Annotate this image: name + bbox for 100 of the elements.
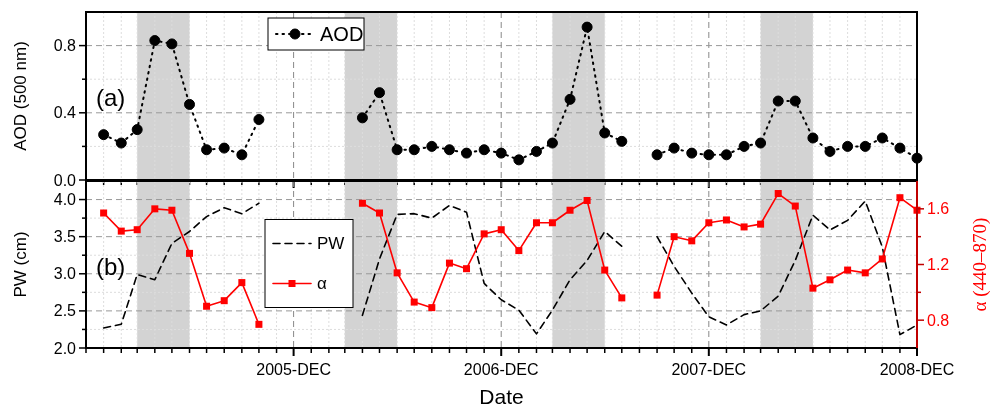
point [651,149,663,161]
point [445,259,453,267]
y-tick-label: 2.0 [53,339,77,357]
point [686,147,698,159]
annotation: (a) [96,84,126,111]
point [809,284,817,292]
y-tick-label: 3.0 [53,265,77,283]
point [238,279,246,287]
point [583,196,591,204]
point [391,144,403,156]
point [218,142,230,154]
point [115,137,127,149]
point [376,209,383,217]
annotation: (b) [96,252,126,280]
point [861,269,869,277]
point [253,114,265,126]
point [738,140,750,152]
point [581,21,593,33]
point [601,266,609,274]
point [564,93,576,105]
point [515,247,523,255]
point [807,132,819,144]
point [149,35,161,47]
point [358,199,366,207]
y2-tick-label: 1.6 [927,200,950,218]
point [757,220,765,228]
point [668,142,680,154]
x-tick-label: 2007-DEC [671,361,747,378]
point [688,237,696,245]
point [428,304,436,312]
x-tick-label: 2005-DEC [256,361,331,378]
point [201,144,213,156]
point [461,147,473,159]
point [186,249,194,257]
point [824,145,836,157]
y-tick-label: 3.5 [53,228,77,246]
point [168,206,176,214]
y2-tick-label: 0.8 [927,311,950,329]
point [532,219,540,227]
point [566,206,574,214]
point [480,230,488,238]
point [599,127,611,139]
point [720,149,732,161]
point [410,298,418,306]
point [497,226,505,234]
point [859,140,871,152]
point [100,209,108,217]
point [705,219,713,227]
point [616,135,628,147]
y2-tick-label: 1.2 [927,256,950,274]
point [530,145,542,157]
point [546,137,558,149]
y-tick-label: 0.0 [53,171,77,189]
point [789,95,801,107]
point [408,144,420,156]
point [426,140,438,152]
point [443,144,455,156]
point [876,132,888,144]
point [117,227,125,235]
point [393,269,401,277]
legend-label: AOD [320,23,364,45]
point [844,266,852,274]
point [151,205,159,213]
point [791,202,799,210]
point [826,276,834,284]
point [98,129,110,141]
point [203,302,211,310]
point [184,98,196,110]
point [772,95,784,107]
point [548,219,556,227]
point [478,144,490,156]
point [220,297,228,305]
point [356,112,368,124]
point [133,226,141,234]
point [255,320,263,328]
point [670,233,678,241]
legend-label: α [317,274,327,294]
y2-axis-title: α (440–870) [968,217,991,312]
point [131,124,143,136]
point [722,216,730,224]
point [740,223,748,231]
point [374,87,385,99]
point [463,265,471,273]
point [878,255,886,263]
point [894,142,906,154]
y-axis-title: AOD (500 nm) [11,41,30,151]
y-axis-title: PW (cm) [11,231,30,298]
point [896,194,904,202]
legend-label: PW [317,234,345,254]
y-tick-label: 4.0 [53,191,77,209]
point [774,190,782,198]
point [513,154,525,166]
x-tick-label: 2006-DEC [463,361,539,378]
point [618,294,626,302]
y-tick-label: 0.4 [53,104,77,122]
point [236,149,248,161]
y-tick-label: 2.5 [53,302,77,320]
point [842,140,854,152]
point [166,38,178,50]
point [495,147,507,159]
